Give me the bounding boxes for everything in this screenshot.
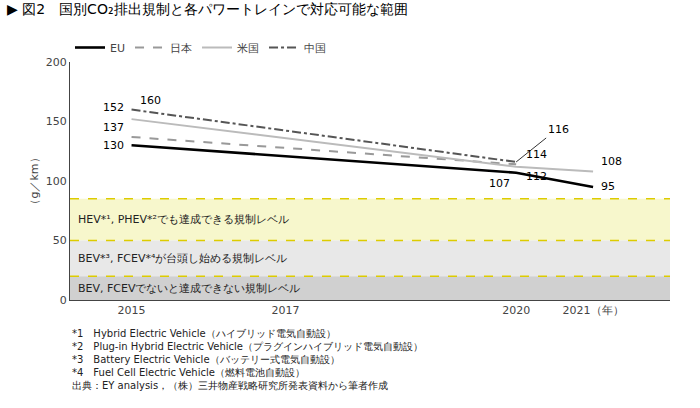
svg-text:2017: 2017 bbox=[271, 304, 299, 317]
svg-text:2015: 2015 bbox=[118, 304, 146, 317]
svg-text:112: 112 bbox=[526, 170, 547, 183]
svg-text:152: 152 bbox=[103, 101, 124, 114]
svg-text:95: 95 bbox=[601, 180, 615, 193]
svg-text:▶ 図2 国別CO₂排出規制と各パワートレインで対応可能な範: ▶ 図2 国別CO₂排出規制と各パワートレインで対応可能な範囲 bbox=[7, 1, 408, 17]
svg-text:日本: 日本 bbox=[170, 42, 192, 55]
svg-text:130: 130 bbox=[103, 139, 124, 152]
svg-text:米国: 米国 bbox=[237, 42, 259, 55]
svg-text:BEV, FCEVでないと達成できない規制レベル: BEV, FCEVでないと達成できない規制レベル bbox=[78, 282, 301, 295]
svg-text:116: 116 bbox=[548, 123, 569, 136]
svg-text:*1 Hybrid Electric Vehicle（ハイブ: *1 Hybrid Electric Vehicle（ハイブリッド電気自動設）*… bbox=[72, 328, 423, 391]
svg-text:107: 107 bbox=[489, 177, 510, 190]
svg-text:2020: 2020 bbox=[502, 304, 530, 317]
svg-text:2021（年）: 2021（年） bbox=[563, 304, 624, 317]
svg-text:160: 160 bbox=[140, 94, 161, 107]
svg-text:100: 100 bbox=[46, 175, 67, 188]
svg-text:108: 108 bbox=[601, 155, 622, 168]
svg-text:50: 50 bbox=[53, 234, 67, 247]
svg-text:EU: EU bbox=[110, 42, 125, 55]
svg-text:150: 150 bbox=[46, 115, 67, 128]
svg-text:中国: 中国 bbox=[304, 42, 326, 55]
svg-text:BEV*³, FCEV*⁴が台頭し始める規制レベル: BEV*³, FCEV*⁴が台頭し始める規制レベル bbox=[78, 252, 287, 265]
svg-text:HEV*¹, PHEV*²でも達成できる規制レベル: HEV*¹, PHEV*²でも達成できる規制レベル bbox=[78, 213, 289, 226]
svg-text:（g／km）: （g／km） bbox=[28, 152, 41, 209]
svg-text:137: 137 bbox=[103, 121, 124, 134]
svg-text:114: 114 bbox=[526, 148, 547, 161]
svg-text:200: 200 bbox=[46, 56, 67, 69]
svg-text:0: 0 bbox=[60, 294, 67, 307]
